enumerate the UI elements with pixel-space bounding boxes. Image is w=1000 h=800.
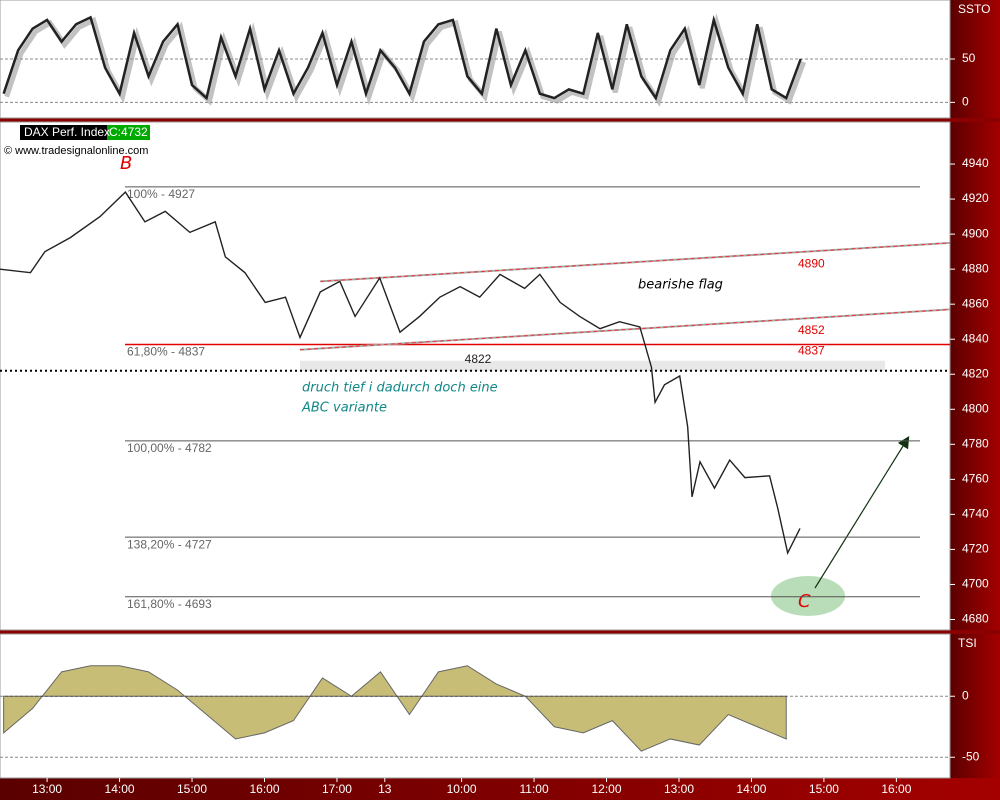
- trend-line-red: [299, 308, 951, 351]
- label-box: [20, 125, 107, 140]
- y-tick-label: 4740: [962, 507, 989, 521]
- separator: [0, 118, 1000, 122]
- label-box: [107, 125, 150, 140]
- level-value: 4837: [798, 344, 825, 358]
- x-tick-label: 14:00: [105, 782, 135, 796]
- level-label: 138,20% - 4727: [127, 537, 212, 551]
- level-band: [300, 360, 885, 371]
- x-tick-label: 16:00: [249, 782, 279, 796]
- y-tick-label: 4940: [962, 156, 989, 170]
- level-label: 100,00% - 4782: [127, 441, 212, 455]
- x-tick-label: 10:00: [447, 782, 477, 796]
- y-tick-label: 0: [962, 688, 969, 702]
- annotation: druch tief i dadurch doch eine: [302, 381, 498, 396]
- y-tick-label: 4760: [962, 472, 989, 486]
- arrow: [814, 435, 910, 589]
- axis-strip: [950, 0, 1000, 800]
- target-zone: [771, 576, 845, 616]
- trend-label: 4890: [798, 256, 825, 270]
- tsi-panel: [0, 633, 951, 779]
- y-tick-label: 4820: [962, 366, 989, 380]
- y-tick-label: 4720: [962, 542, 989, 556]
- y-tick-label: 4860: [962, 296, 989, 310]
- level-label: 61,80% - 4837: [127, 345, 205, 359]
- y-tick-label: 4880: [962, 261, 989, 275]
- tsi-area: [3, 665, 787, 752]
- y-tick-label: 4680: [962, 612, 989, 626]
- last-price: C:4732: [109, 125, 148, 139]
- y-tick-label: 4780: [962, 436, 989, 450]
- trend-line-red: [320, 242, 951, 282]
- y-tick-label: 4920: [962, 191, 989, 205]
- price-line: [2, 15, 802, 101]
- y-tick-label: 4800: [962, 401, 989, 415]
- y-tick-label: 4840: [962, 331, 989, 345]
- annotation: bearishe flag: [638, 278, 723, 293]
- x-tick-label: 15:00: [177, 782, 207, 796]
- wave-label: C: [798, 591, 811, 612]
- annotation: ABC variante: [301, 401, 387, 416]
- y-tick-label: 4700: [962, 577, 989, 591]
- panel-title: SSTO: [958, 2, 990, 16]
- x-tick-label: 16:00: [881, 782, 911, 796]
- x-tick-label: 15:00: [809, 782, 839, 796]
- trend-label: 4852: [798, 323, 825, 337]
- x-tick-label: 11:00: [519, 782, 548, 796]
- y-tick-label: -50: [962, 749, 980, 763]
- separator: [0, 630, 1000, 634]
- y-tick-label: 50: [962, 51, 976, 65]
- x-tick-label: 12:00: [592, 782, 622, 796]
- level-label: 4822: [465, 352, 492, 366]
- price-line: [0, 190, 801, 555]
- level-label: 161,80% - 4693: [127, 597, 212, 611]
- x-tick-label: 13: [378, 782, 392, 796]
- y-tick-label: 4900: [962, 226, 989, 240]
- chart-title: DAX Perf. Index: [24, 125, 110, 139]
- x-tick-label: 14:00: [736, 782, 766, 796]
- x-tick-label: 17:00: [322, 782, 352, 796]
- panel-title: TSI: [958, 636, 977, 650]
- y-tick-label: 0: [962, 95, 969, 109]
- level-label: 100% - 4927: [127, 187, 195, 201]
- time-axis-strip: [0, 778, 1000, 800]
- x-tick-label: 13:00: [664, 782, 694, 796]
- wave-label: B: [120, 153, 132, 174]
- x-tick-label: 13:00: [32, 782, 62, 796]
- source: © www.tradesignalonline.com: [4, 145, 148, 157]
